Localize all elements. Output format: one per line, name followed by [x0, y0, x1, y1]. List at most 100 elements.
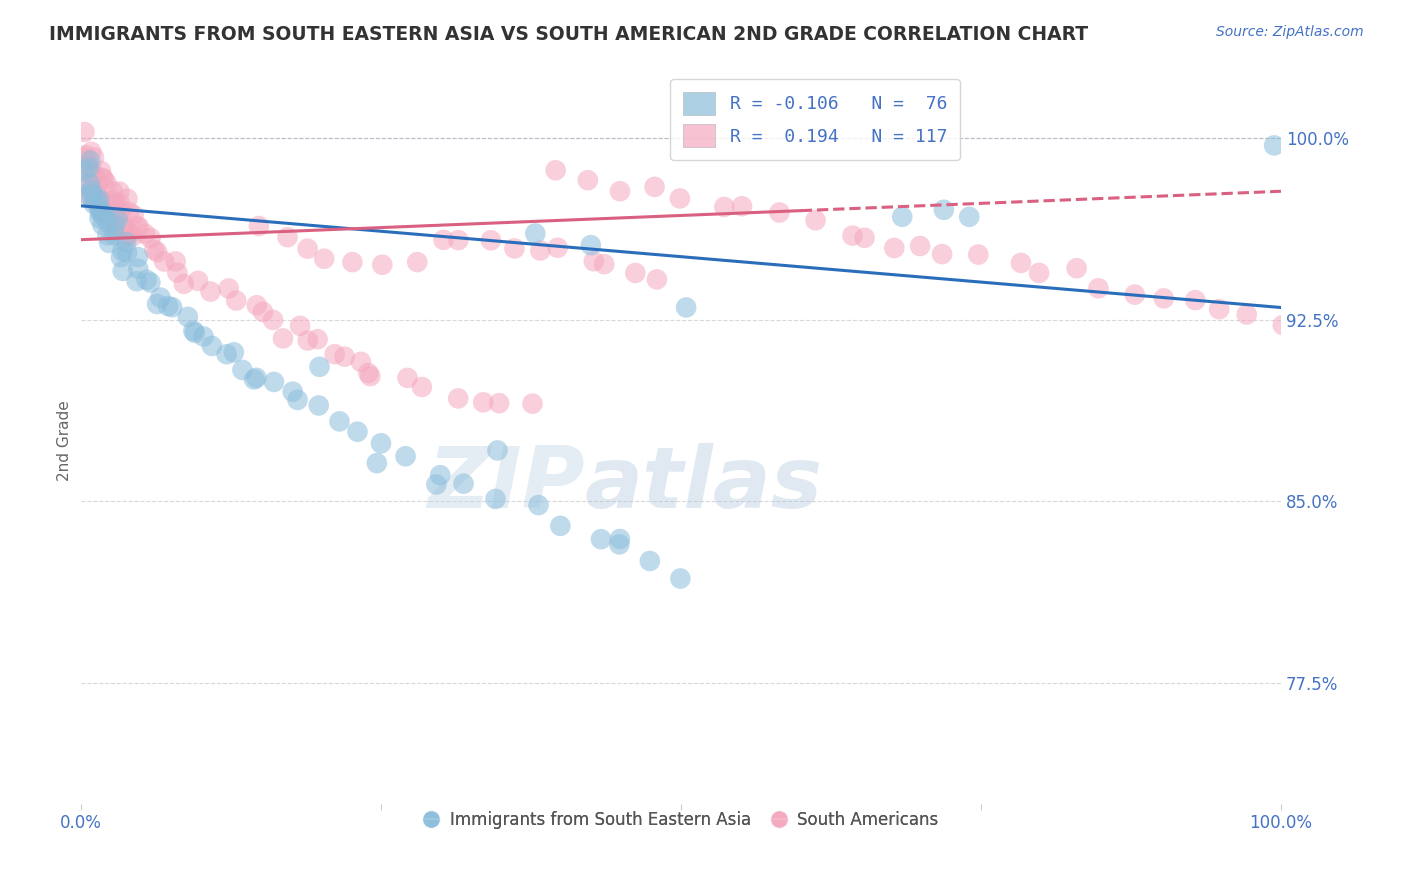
Point	[149, 291, 172, 305]
Point	[1271, 318, 1294, 332]
Point	[96, 176, 118, 190]
Point	[100, 216, 122, 230]
Point	[853, 231, 876, 245]
Point	[271, 331, 294, 345]
Point	[593, 257, 616, 271]
Point	[77, 188, 100, 202]
Point	[87, 193, 110, 207]
Point	[609, 184, 631, 198]
Point	[472, 395, 495, 409]
Point	[1208, 302, 1230, 317]
Point	[83, 169, 105, 183]
Point	[125, 219, 148, 233]
Point	[177, 310, 200, 324]
Point	[527, 498, 550, 512]
Point	[166, 266, 188, 280]
Point	[115, 245, 138, 260]
Point	[713, 200, 735, 214]
Point	[841, 228, 863, 243]
Point	[75, 148, 97, 162]
Point	[544, 163, 567, 178]
Text: Source: ZipAtlas.com: Source: ZipAtlas.com	[1216, 25, 1364, 39]
Point	[582, 254, 605, 268]
Point	[76, 179, 98, 194]
Point	[931, 247, 953, 261]
Point	[357, 366, 380, 380]
Point	[486, 443, 509, 458]
Point	[114, 230, 136, 244]
Point	[127, 261, 149, 276]
Point	[90, 205, 112, 219]
Point	[323, 347, 346, 361]
Point	[609, 537, 631, 551]
Y-axis label: 2nd Grade: 2nd Grade	[58, 401, 72, 481]
Point	[479, 233, 502, 247]
Point	[370, 436, 392, 450]
Point	[153, 254, 176, 268]
Point	[1153, 291, 1175, 305]
Point	[231, 363, 253, 377]
Point	[104, 228, 127, 243]
Point	[346, 425, 368, 439]
Point	[117, 192, 139, 206]
Point	[101, 185, 124, 199]
Point	[411, 380, 433, 394]
Legend: Immigrants from South Eastern Asia, South Americans: Immigrants from South Eastern Asia, Sout…	[416, 805, 945, 836]
Point	[93, 172, 115, 186]
Point	[94, 209, 117, 223]
Point	[297, 334, 319, 348]
Point	[80, 183, 103, 197]
Point	[143, 243, 166, 257]
Point	[83, 151, 105, 165]
Point	[883, 241, 905, 255]
Point	[122, 208, 145, 222]
Point	[97, 194, 120, 209]
Point	[669, 191, 692, 205]
Point	[108, 185, 131, 199]
Point	[314, 252, 336, 266]
Point	[80, 183, 103, 197]
Point	[110, 206, 132, 220]
Point	[396, 371, 419, 385]
Point	[96, 228, 118, 243]
Point	[967, 247, 990, 261]
Point	[94, 198, 117, 212]
Point	[308, 399, 330, 413]
Point	[1087, 281, 1109, 295]
Point	[550, 519, 572, 533]
Point	[768, 205, 790, 219]
Point	[84, 186, 107, 201]
Point	[79, 153, 101, 168]
Point	[89, 211, 111, 226]
Point	[547, 241, 569, 255]
Point	[394, 450, 416, 464]
Point	[1010, 256, 1032, 270]
Point	[83, 196, 105, 211]
Point	[73, 163, 96, 178]
Point	[529, 244, 551, 258]
Point	[645, 272, 668, 286]
Point	[524, 227, 547, 241]
Point	[669, 572, 692, 586]
Point	[80, 145, 103, 159]
Point	[146, 297, 169, 311]
Point	[77, 157, 100, 171]
Point	[484, 491, 506, 506]
Text: IMMIGRANTS FROM SOUTH EASTERN ASIA VS SOUTH AMERICAN 2ND GRADE CORRELATION CHART: IMMIGRANTS FROM SOUTH EASTERN ASIA VS SO…	[49, 25, 1088, 44]
Point	[183, 324, 205, 338]
Point	[79, 176, 101, 190]
Point	[108, 205, 131, 219]
Point	[891, 210, 914, 224]
Point	[111, 264, 134, 278]
Point	[91, 171, 114, 186]
Point	[638, 554, 661, 568]
Point	[187, 274, 209, 288]
Point	[87, 177, 110, 191]
Text: atlas: atlas	[585, 442, 823, 525]
Point	[245, 371, 267, 385]
Point	[277, 230, 299, 244]
Point	[91, 208, 114, 222]
Point	[1028, 266, 1050, 280]
Point	[135, 273, 157, 287]
Point	[297, 242, 319, 256]
